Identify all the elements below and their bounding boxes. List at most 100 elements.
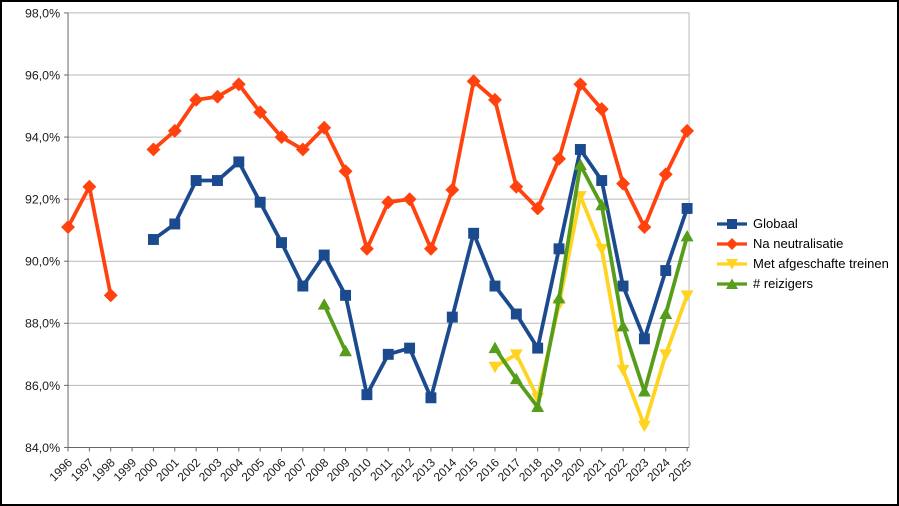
data-point (573, 158, 587, 170)
data-point (659, 349, 673, 361)
y-axis-label: 98,0% (25, 6, 60, 20)
legend-label: Met afgeschafte treinen (753, 256, 889, 271)
series-line (493, 163, 689, 409)
data-point (338, 164, 353, 179)
y-axis-label: 84,0% (25, 441, 60, 455)
legend-marker-triangle-up (717, 278, 747, 289)
data-point (146, 142, 161, 157)
series-reizigers (317, 158, 694, 413)
series-globaal (147, 144, 693, 404)
data-point (595, 198, 609, 211)
data-point (339, 344, 353, 357)
data-point (425, 392, 437, 404)
legend-label: Na neutralisatie (753, 236, 844, 251)
data-point (488, 361, 502, 374)
data-point (531, 400, 545, 413)
series-line (66, 184, 113, 298)
legend-item-reizigers: # reizigers (716, 274, 889, 294)
data-point (638, 333, 650, 345)
chart-legend: Globaal Na neutralisatie Met afgeschafte t… (716, 214, 889, 294)
series-na-neutralisatie (61, 74, 695, 303)
data-point (637, 385, 651, 397)
data-point (189, 92, 204, 107)
data-point (510, 308, 522, 320)
legend-marker-diamond (717, 238, 747, 250)
y-axis-label: 88,0% (25, 317, 60, 331)
data-point (317, 298, 331, 310)
y-axis-label: 86,0% (25, 379, 60, 393)
data-point (616, 364, 630, 377)
data-point (466, 74, 481, 89)
data-point (210, 89, 225, 104)
data-point (680, 290, 694, 302)
data-point (553, 243, 565, 255)
data-point (488, 92, 502, 107)
data-point (61, 220, 75, 235)
data-point (489, 280, 501, 292)
data-point (595, 243, 609, 256)
data-point (509, 372, 523, 385)
legend-label: # reizigers (753, 276, 813, 291)
data-point (382, 348, 394, 360)
data-point (616, 319, 630, 332)
data-point (167, 123, 182, 138)
series-line (493, 194, 689, 428)
data-point (103, 288, 118, 303)
legend-label: Globaal (753, 216, 798, 231)
data-point (82, 179, 97, 194)
data-point (402, 192, 417, 207)
y-axis-label: 90,0% (25, 255, 60, 269)
x-axis-label: 2025 (666, 455, 695, 484)
legend-item-globaal: Globaal (716, 214, 889, 234)
data-point (318, 249, 330, 261)
data-point (297, 280, 309, 292)
data-point (509, 179, 524, 194)
data-point (637, 420, 651, 433)
data-point (233, 156, 245, 168)
data-point (212, 175, 223, 186)
data-point (530, 201, 545, 216)
data-point (361, 389, 373, 401)
data-point (617, 280, 629, 292)
data-point (445, 182, 460, 197)
y-axis-label: 92,0% (25, 193, 60, 207)
data-point (488, 341, 502, 354)
data-point (468, 227, 480, 239)
y-axis-label: 94,0% (25, 131, 60, 145)
data-point (596, 175, 608, 186)
data-point (680, 123, 695, 138)
data-point (532, 342, 544, 354)
data-point (594, 102, 609, 117)
data-point (659, 307, 673, 319)
data-point (381, 195, 396, 210)
data-point (359, 241, 374, 256)
x-axis-label: 2011 (367, 455, 395, 483)
data-point (637, 220, 652, 235)
data-point (509, 349, 523, 361)
data-point (681, 202, 693, 214)
data-point (276, 237, 287, 249)
data-point (552, 292, 566, 304)
legend-item-met-afgeschafte-treinen: Met afgeschafte treinen (716, 254, 889, 274)
legend-marker-triangle-down (717, 259, 747, 270)
data-point (147, 234, 159, 245)
data-point (574, 144, 586, 155)
legend-item-na-neutralisatie: Na neutralisatie (716, 234, 889, 254)
legend-marker-square (717, 219, 747, 229)
data-point (660, 265, 672, 276)
series-line (322, 302, 348, 354)
data-point (190, 175, 202, 186)
data-point (254, 196, 266, 208)
data-point (317, 120, 332, 135)
data-point (552, 151, 566, 166)
data-point (446, 311, 458, 323)
series-line (151, 79, 689, 251)
data-point (616, 176, 631, 191)
data-point (658, 167, 673, 182)
data-point (423, 241, 438, 256)
data-point (340, 289, 352, 301)
data-point (680, 229, 694, 242)
data-point (404, 342, 416, 354)
